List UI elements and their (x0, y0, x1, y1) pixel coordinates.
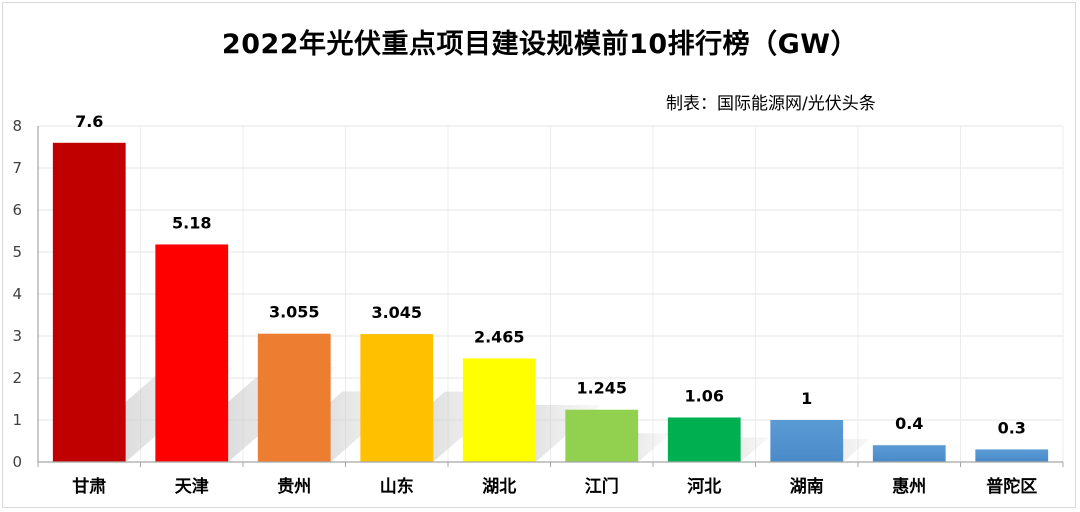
x-tick-label: 山东 (380, 476, 414, 497)
bar (462, 358, 536, 462)
labels: 0 1 2 3 4 5 6 7 8 7.6 甘肃 5.18 天津 3.055 贵州 3.045 山东 2.465 湖… (12, 112, 1037, 497)
data-label: 3.045 (371, 303, 422, 322)
y-tick-label: 8 (12, 117, 22, 135)
data-label: 7.6 (75, 112, 103, 131)
bar (667, 417, 741, 462)
chart-title: 2022年光伏重点项目建设规模前10排行榜（GW） (221, 29, 859, 60)
bars (52, 142, 1049, 463)
y-tick-label: 3 (12, 327, 22, 345)
data-label: 2.465 (474, 327, 525, 346)
bar (565, 409, 639, 462)
x-tick-label: 湖北 (482, 477, 516, 497)
bar (155, 244, 229, 462)
chart-source: 制表：国际能源网/光伏头条 (666, 94, 876, 114)
bar (52, 142, 126, 463)
data-label: 3.055 (269, 303, 320, 322)
y-tick-label: 7 (12, 159, 22, 177)
y-tick-label: 5 (12, 243, 22, 261)
y-tick-label: 2 (12, 369, 22, 387)
bar (770, 420, 844, 462)
bar (257, 333, 331, 462)
x-tick-label: 天津 (175, 476, 209, 497)
y-tick-label: 6 (12, 201, 22, 219)
data-label: 1.245 (576, 379, 627, 398)
data-label: 0.3 (998, 418, 1026, 437)
x-tick-label: 贵州 (277, 476, 311, 497)
data-label: 1.06 (685, 386, 724, 405)
y-tick-label: 1 (12, 411, 22, 429)
bar (872, 445, 946, 462)
bar (975, 449, 1049, 462)
data-label: 5.18 (172, 213, 211, 232)
y-tick-label: 0 (12, 453, 22, 471)
x-tick-label: 普陀区 (986, 476, 1037, 497)
x-tick-label: 江门 (585, 476, 619, 497)
y-tick-label: 4 (12, 285, 22, 303)
x-tick-label: 甘肃 (72, 476, 106, 497)
data-label: 0.4 (895, 414, 923, 433)
axes (37, 126, 1064, 467)
x-tick-label: 湖南 (790, 476, 824, 497)
bar (360, 334, 434, 462)
x-tick-label: 惠州 (892, 476, 926, 497)
x-tick-label: 河北 (687, 477, 721, 497)
data-label: 1 (801, 389, 812, 408)
